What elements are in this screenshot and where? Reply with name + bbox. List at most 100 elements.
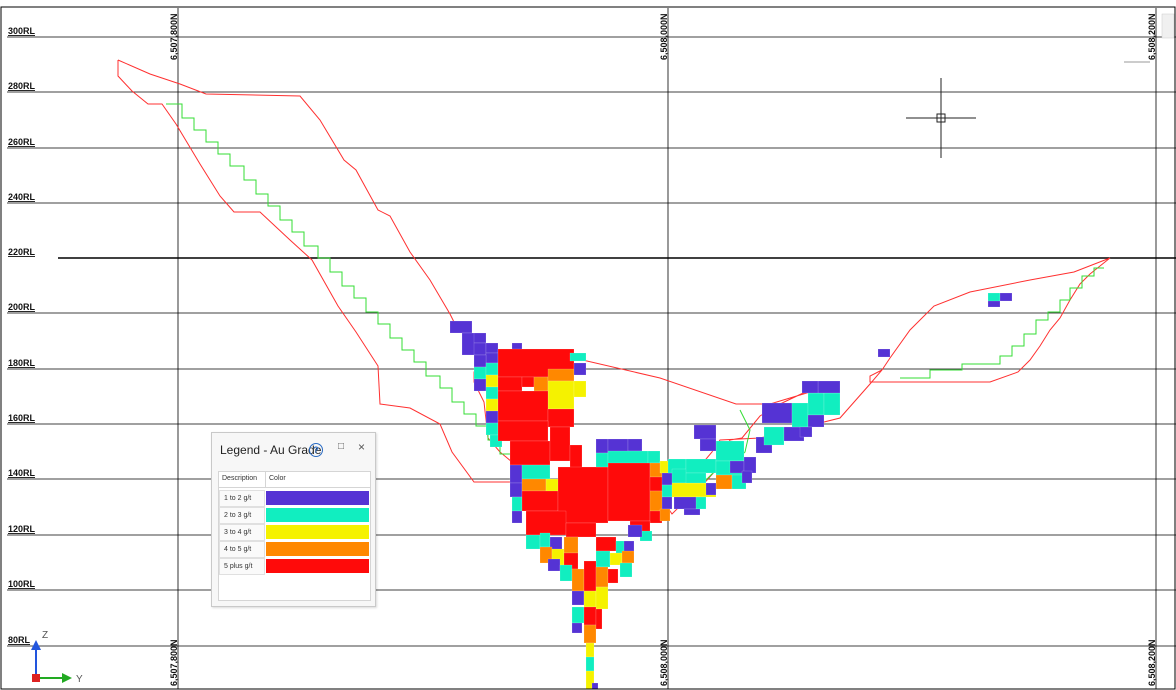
grade-block <box>539 532 551 548</box>
grade-block <box>571 606 585 624</box>
grade-block <box>699 438 717 452</box>
grade-block <box>511 510 523 524</box>
help-icon[interactable]: ? <box>309 443 323 457</box>
grade-block <box>799 426 813 438</box>
legend-table-header: Description Color <box>219 472 370 488</box>
grade-block <box>571 590 585 606</box>
grade-block <box>595 452 609 468</box>
grade-block <box>619 562 633 578</box>
grade-block <box>473 332 487 344</box>
grade-block <box>607 460 651 522</box>
grade-block <box>705 482 717 496</box>
grade-block <box>559 564 573 582</box>
legend-title: Legend - Au Grade <box>220 443 322 457</box>
rl-label: 300RL <box>8 26 36 36</box>
rl-label: 160RL <box>8 413 36 423</box>
legend-row: 5 plus g/t <box>219 558 370 575</box>
grade-block <box>547 380 575 410</box>
legend-color-swatch <box>266 491 369 505</box>
legend-color-swatch <box>266 542 369 556</box>
northing-label-top: 6,508,200N <box>1147 13 1157 60</box>
grade-block <box>685 472 707 484</box>
northing-label-top: 6,508,000N <box>659 13 669 60</box>
y-arrowhead-icon <box>62 673 72 683</box>
grade-block <box>485 374 499 388</box>
grade-block <box>595 438 609 454</box>
legend-row-label: 4 to 5 g/t <box>219 541 265 558</box>
grade-block <box>485 352 499 364</box>
grade-block <box>823 392 841 416</box>
grade-block <box>607 568 619 584</box>
z-arrowhead-icon <box>31 640 41 650</box>
grade-block <box>999 292 1013 302</box>
grade-block <box>591 682 599 690</box>
grade-block <box>521 490 559 512</box>
rl-label: 180RL <box>8 358 36 368</box>
ore-outline-green-east <box>900 267 1104 379</box>
grade-block <box>547 558 561 572</box>
grade-block <box>521 464 551 480</box>
grade-block <box>595 608 603 630</box>
grade-block <box>571 622 583 634</box>
grade-block <box>563 536 579 554</box>
grade-block <box>693 424 717 440</box>
grade-block <box>585 642 595 658</box>
rl-label: 100RL <box>8 579 36 589</box>
grade-block <box>485 410 499 424</box>
crosshair-cursor-icon <box>906 78 976 158</box>
y-axis-label: Y <box>76 674 83 685</box>
grade-block <box>761 402 793 424</box>
grade-block <box>583 624 597 644</box>
grade-block <box>683 508 701 516</box>
grade-block <box>695 496 707 510</box>
grade-block <box>743 456 757 474</box>
grade-block <box>595 566 609 588</box>
grade-block <box>473 378 487 392</box>
legend-row-label: 2 to 3 g/t <box>219 507 265 524</box>
grade-block <box>791 402 809 428</box>
legend-titlebar[interactable]: Legend - Au Grade ? □ × <box>212 433 375 467</box>
grade-block <box>715 440 745 462</box>
northing-label-bottom: 6,507,800N <box>169 639 179 686</box>
legend-header-description: Description <box>222 475 258 482</box>
grade-block <box>647 450 661 464</box>
grade-block <box>987 300 1001 308</box>
grade-block <box>547 368 575 382</box>
grade-block <box>571 568 585 592</box>
scrollbar-stub[interactable] <box>1161 13 1175 39</box>
grade-block <box>627 438 643 452</box>
grade-block <box>741 470 753 484</box>
axis-triad: Z Y <box>31 630 83 685</box>
axis-labels: 300RL 280RL 260RL 240RL 220RL 200RL 180RL 160RL… <box>8 13 1157 686</box>
legend-row: 3 to 4 g/t <box>219 524 370 541</box>
legend-header-color: Color <box>269 475 286 482</box>
close-icon[interactable]: × <box>358 440 366 454</box>
grade-block <box>549 426 571 462</box>
grade-block <box>583 560 597 592</box>
legend-header-divider <box>265 472 266 487</box>
grade-block <box>485 342 499 354</box>
grade-block <box>607 450 649 464</box>
grade-block <box>659 508 671 522</box>
grade-block <box>473 342 487 356</box>
grade-block <box>807 414 825 428</box>
grade-block <box>621 550 635 564</box>
grade-block <box>485 362 499 376</box>
grade-block <box>525 510 567 536</box>
z-axis-label: Z <box>42 630 48 641</box>
grade-block <box>595 536 617 552</box>
maximize-icon[interactable]: □ <box>338 441 345 452</box>
rl-label: 240RL <box>8 192 36 202</box>
grade-block <box>449 320 473 334</box>
legend-panel[interactable]: Legend - Au Grade ? □ × Description Colo… <box>211 432 376 607</box>
grade-block <box>509 482 523 498</box>
rl-label: 80RL <box>8 635 31 645</box>
viewport-frame <box>0 6 1176 690</box>
grade-block <box>817 380 841 394</box>
grade-block <box>715 474 733 490</box>
grade-block <box>547 408 575 428</box>
ore-outline-green <box>166 103 512 455</box>
grade-block <box>627 524 643 538</box>
